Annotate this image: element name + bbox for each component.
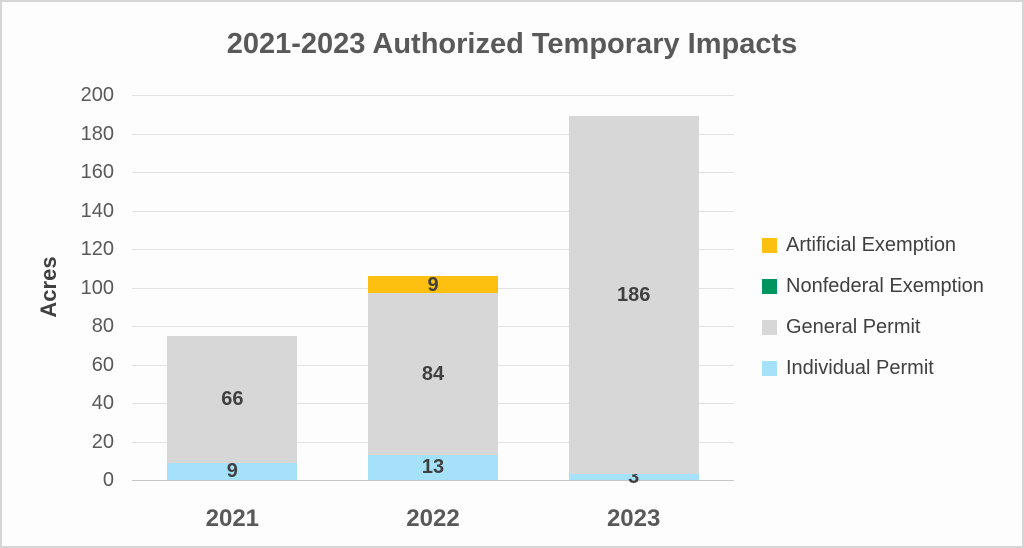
legend-swatch-icon	[762, 319, 777, 335]
bar-segment-individual-permit	[368, 454, 498, 480]
bar-value-label: 66	[221, 388, 244, 411]
gridline	[132, 249, 734, 250]
gridline	[132, 95, 734, 96]
bar-segment-individual-permit	[568, 474, 699, 480]
legend: Artificial Exemption Nonfederal Exemption…	[762, 233, 984, 380]
bar-value-label: 186	[616, 284, 651, 307]
legend-swatch-icon	[762, 237, 777, 253]
bar-segment-general-permit	[167, 335, 298, 463]
y-tick-label: 120	[80, 238, 114, 260]
x-axis-label: 2022	[406, 505, 460, 532]
legend-swatch-icon	[762, 360, 777, 376]
legend-label: Nonfederal Exemption	[786, 274, 984, 297]
bar-value-label: 13	[421, 456, 445, 479]
bar-segment-individual-permit	[167, 462, 298, 480]
y-tick-label: 40	[91, 392, 114, 414]
legend-item-general-permit: General Permit	[762, 315, 984, 339]
legend-item-individual-permit: Individual Permit	[762, 356, 984, 380]
legend-item-artificial-exemption: Artificial Exemption	[762, 233, 984, 257]
gridline	[132, 133, 734, 135]
y-tick-label: 60	[91, 353, 114, 376]
y-tick-label: 200	[80, 84, 114, 106]
legend-item-nonfederal-exemption: Nonfederal Exemption	[762, 274, 984, 298]
legend-label: General Permit	[786, 315, 921, 338]
bar-segment-general-permit	[568, 116, 699, 475]
bar-value-label: 9	[226, 460, 238, 483]
y-tick-label: 100	[80, 276, 114, 299]
x-axis-label: 2023	[606, 505, 661, 532]
y-tick-label: 160	[80, 161, 114, 183]
y-tick-label: 20	[91, 430, 114, 453]
y-tick-label: 140	[80, 199, 114, 222]
bar-value-label: 84	[421, 363, 445, 386]
x-axis-label: 2021	[205, 505, 260, 532]
gridline	[132, 210, 734, 212]
bar-value-label: 3	[628, 466, 640, 489]
legend-label: Artificial Exemption	[786, 233, 957, 256]
bar-segment-artificial-exemption	[368, 275, 498, 294]
plot-area: 9 66 13 84 9 3 186	[132, 95, 734, 488]
chart-title: 2021-2023 Authorized Temporary Impacts	[226, 28, 798, 60]
gridline	[132, 172, 734, 173]
x-axis-line	[132, 480, 734, 481]
legend-label: Individual Permit	[786, 356, 934, 379]
y-tick-label: 80	[91, 315, 114, 337]
bar-segment-general-permit	[368, 293, 498, 455]
y-tick-label: 0	[102, 469, 114, 491]
y-tick-label: 180	[80, 122, 114, 145]
legend-swatch-icon	[762, 278, 777, 294]
bar-value-label: 9	[427, 273, 439, 296]
